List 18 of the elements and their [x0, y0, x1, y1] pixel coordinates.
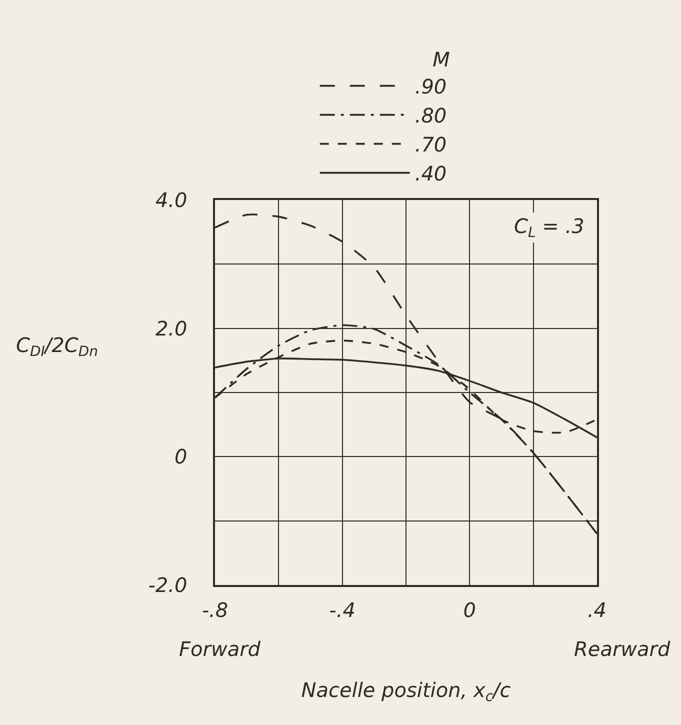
x-tick-label: .4 [587, 598, 607, 622]
text: Rearward [574, 637, 671, 661]
y-tick-label: 0 [174, 444, 188, 469]
y-tick-label: -2.0 [148, 573, 188, 597]
legend-label: .40 [414, 162, 447, 186]
x-tick-label: -.4 [329, 598, 356, 622]
y-tick-label: 2.0 [155, 316, 188, 340]
legend-title: M [432, 47, 450, 72]
legend-label: .90 [414, 74, 447, 99]
annotation: C$_{L}$ = .3 [514, 214, 584, 242]
x-tick-label: -.8 [202, 598, 228, 622]
x-tick-label: 0 [463, 598, 476, 622]
legend-label: .70 [414, 132, 447, 157]
x-axis-title: Nacelle position, x$_{c}$/c [301, 678, 511, 705]
y-tick-label: 4.0 [155, 188, 188, 212]
text: Forward [179, 637, 261, 661]
legend-label: .80 [414, 104, 447, 128]
y-axis-title: C$_{DI}$/2C$_{Dn}$ [16, 333, 98, 360]
